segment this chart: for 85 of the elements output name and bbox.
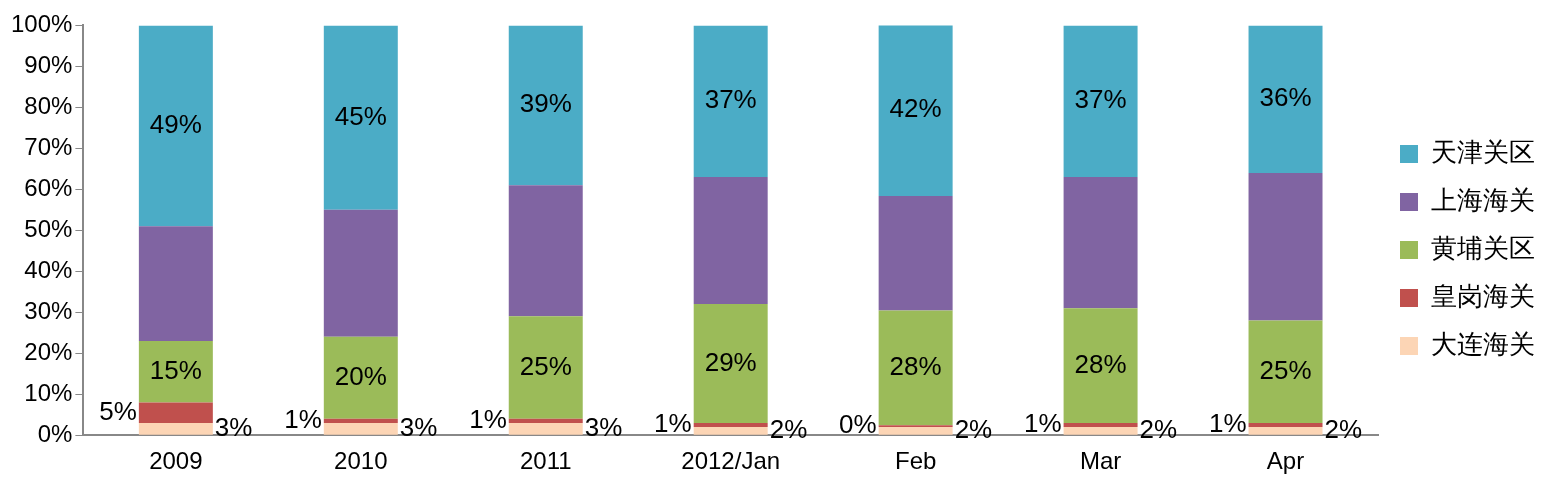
bar xyxy=(878,195,953,311)
data-label: 20% xyxy=(334,361,387,391)
y-tick-label: 60% xyxy=(24,173,73,201)
data-label: 15% xyxy=(149,354,202,385)
y-tick-label: 80% xyxy=(24,91,73,119)
data-label: 25% xyxy=(1259,354,1312,385)
bar xyxy=(138,422,213,435)
bar xyxy=(508,25,583,186)
bar xyxy=(1248,422,1323,427)
bar xyxy=(508,316,583,419)
data-label: 1% xyxy=(654,408,692,439)
data-label: 2% xyxy=(1139,414,1178,445)
bar xyxy=(693,422,768,427)
legend-label: 黄埔关区 xyxy=(1431,233,1535,264)
data-label: 49% xyxy=(149,108,202,139)
bar xyxy=(693,304,768,423)
bar xyxy=(138,25,213,227)
x-tick-label: Feb xyxy=(894,447,937,475)
y-tick-label: 20% xyxy=(24,337,73,365)
data-label: 39% xyxy=(519,88,572,119)
bar xyxy=(878,310,953,426)
bar xyxy=(138,340,213,403)
bar xyxy=(508,185,583,317)
bar xyxy=(323,422,398,435)
bar xyxy=(693,25,768,178)
y-tick-label: 100% xyxy=(10,10,73,38)
bar xyxy=(878,25,953,196)
data-label: 1% xyxy=(1024,408,1062,439)
x-tick-label: Mar xyxy=(1079,447,1122,475)
bar xyxy=(693,177,768,305)
x-tick-label: Apr xyxy=(1266,447,1305,475)
bar xyxy=(323,336,398,419)
bar xyxy=(323,209,398,337)
bar xyxy=(508,422,583,435)
data-label: 28% xyxy=(889,351,942,382)
bar xyxy=(1063,422,1138,427)
legend-label: 上海海关 xyxy=(1431,185,1535,216)
x-tick-label: 2009 xyxy=(149,447,203,475)
data-label: 28% xyxy=(1074,348,1127,379)
bar xyxy=(1063,308,1138,423)
legend-label: 天津关区 xyxy=(1431,137,1535,168)
legend-label: 皇岗海关 xyxy=(1431,281,1535,312)
data-label: 25% xyxy=(519,350,572,381)
data-label: 3% xyxy=(584,411,623,442)
bar xyxy=(1248,427,1323,435)
bar xyxy=(323,25,398,210)
data-label: 5% xyxy=(99,395,137,426)
bar xyxy=(323,418,398,423)
data-label: 2% xyxy=(769,414,808,445)
data-label: 37% xyxy=(1074,84,1127,115)
data-label: 29% xyxy=(704,346,757,377)
bar xyxy=(1063,25,1138,178)
data-label: 36% xyxy=(1259,82,1312,113)
bar xyxy=(1248,320,1323,423)
legend-label: 大连海关 xyxy=(1431,329,1535,360)
data-label: 37% xyxy=(704,84,757,115)
bar xyxy=(693,427,768,435)
bar xyxy=(138,226,213,341)
data-label: 3% xyxy=(399,411,438,442)
y-tick-label: 70% xyxy=(24,132,73,160)
x-tick-label: 2011 xyxy=(519,447,572,475)
bar xyxy=(508,418,583,423)
data-label: 1% xyxy=(284,404,322,435)
bar xyxy=(1248,172,1323,321)
bar xyxy=(878,427,953,435)
data-label: 42% xyxy=(889,92,942,123)
bar xyxy=(1248,25,1323,173)
data-label: 1% xyxy=(469,404,507,435)
y-tick-label: 10% xyxy=(24,378,73,406)
bar xyxy=(1063,427,1138,435)
y-tick-label: 0% xyxy=(37,419,73,447)
y-tick-label: 40% xyxy=(24,255,73,283)
data-label: 45% xyxy=(334,100,387,131)
bar xyxy=(138,402,213,423)
data-label: 2% xyxy=(954,414,993,445)
data-label: 3% xyxy=(214,411,253,442)
data-label: 1% xyxy=(1208,408,1247,439)
x-tick-label: 2010 xyxy=(334,447,388,475)
y-tick-label: 30% xyxy=(24,296,73,324)
bar xyxy=(1063,177,1138,309)
x-tick-label: 2012/Jan xyxy=(681,447,781,475)
data-label: 2% xyxy=(1324,414,1363,445)
data-label: 0% xyxy=(839,409,877,440)
y-tick-label: 50% xyxy=(24,214,73,242)
y-tick-label: 90% xyxy=(24,51,73,78)
